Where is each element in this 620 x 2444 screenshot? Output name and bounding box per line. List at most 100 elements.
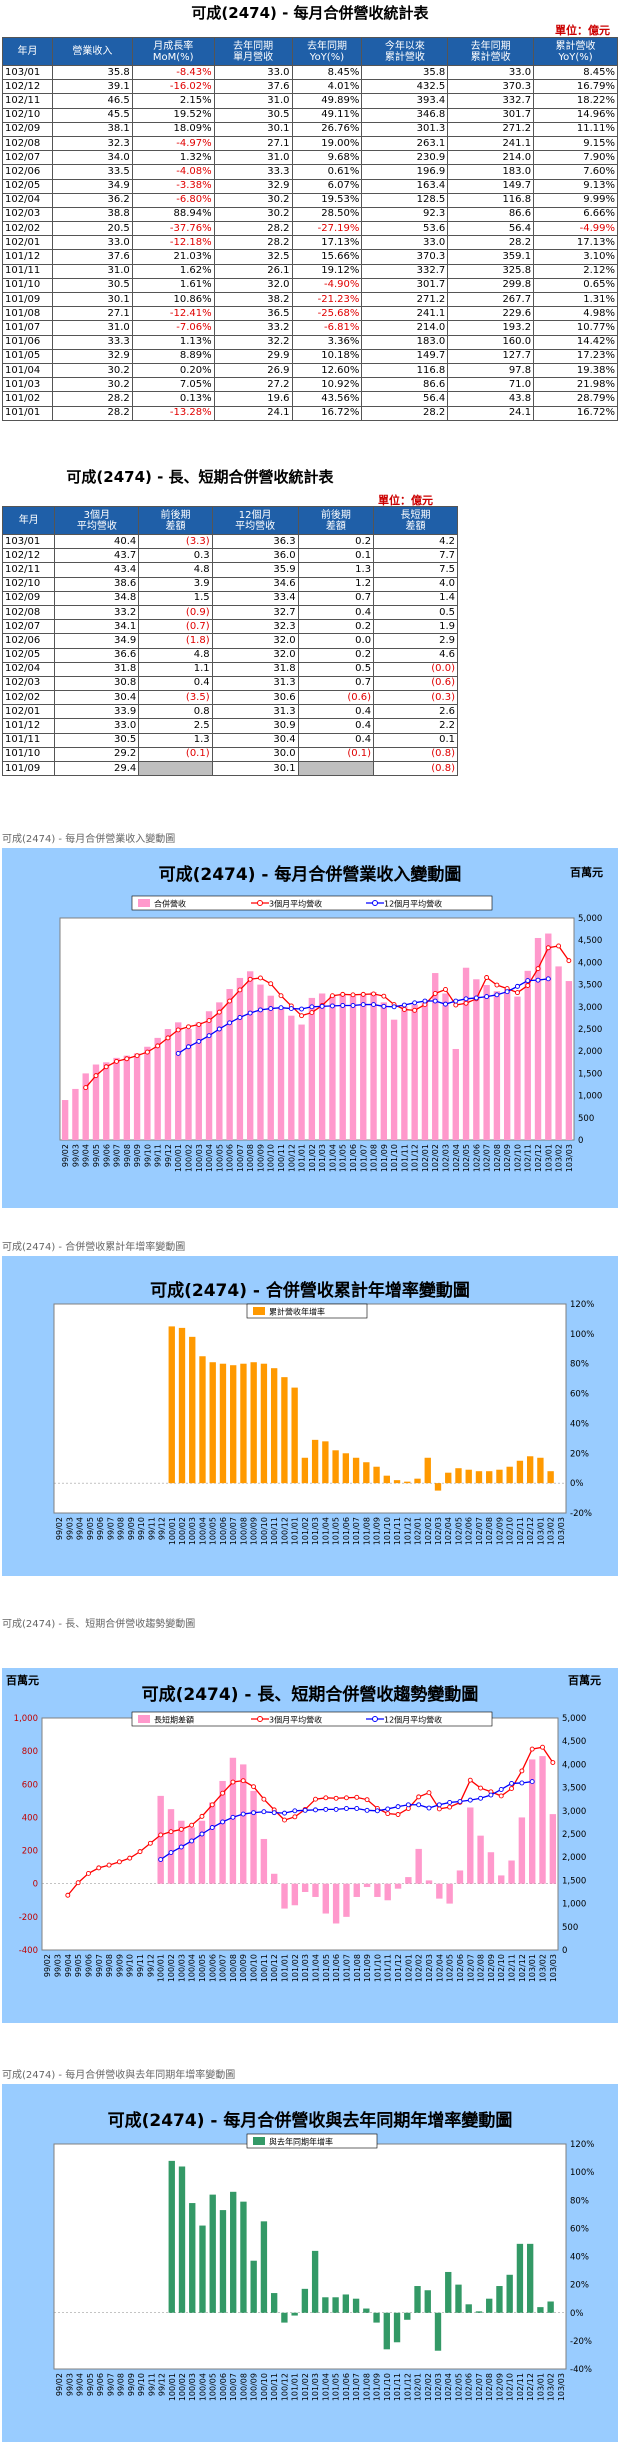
table2-cell (138, 760, 213, 777)
table1-header-3: 去年同期 單月營收 (213, 37, 293, 66)
table1-cell: 37.6 (51, 249, 133, 265)
table1-cell: 49.11% (291, 107, 363, 123)
table2-cell: 0.5 (373, 604, 458, 621)
table2-cell: 36.0 (211, 548, 299, 564)
table1-cell: 38.8 (51, 206, 133, 223)
chart4-panel: 與去年同期年增率 -40% -20% 0% 20% 40% 60% 80% 100% 120% 99… (2, 2084, 618, 2442)
ma12-point (519, 1780, 525, 1786)
table2-cell: 34.8 (54, 590, 140, 606)
x-tick-label: 100/10 (260, 1517, 269, 1545)
table1-header-1: 營業收入 (51, 37, 133, 66)
ma12-point (196, 1038, 202, 1044)
table1-cell: 33.2 (213, 320, 293, 336)
table1-cell: 30.2 (213, 192, 293, 208)
table1-cell: 370.3 (447, 79, 535, 95)
table1-cell: 14.42% (533, 334, 618, 350)
ma12-point (545, 976, 551, 982)
table1-cell: 26.1 (213, 263, 293, 279)
table2-cell: 36.6 (54, 647, 140, 663)
legend-swatch (138, 1715, 150, 1723)
ma12-point (463, 996, 469, 1002)
table2-cell: 4.8 (138, 647, 213, 663)
ma3-point (333, 1795, 339, 1801)
x-tick-label: 102/08 (485, 1517, 494, 1545)
table1-cell: 30.2 (51, 377, 133, 393)
table1-cell: 15.66% (291, 249, 363, 265)
table1-cell: 4.01% (291, 79, 363, 95)
plot-area (41, 1717, 559, 1951)
x-tick-label: 100/03 (177, 1954, 186, 1982)
table-row: 101/11 30.5 1.3 30.4 0.4 0.1 (1, 732, 458, 748)
table1-cell: 29.9 (213, 348, 293, 364)
ma12-point (385, 1806, 391, 1812)
x-tick-label: 100/09 (250, 2373, 259, 2401)
x-tick-label: 101/08 (362, 2373, 371, 2401)
table1-cell: -12.18% (131, 235, 215, 251)
chart3-title: 可成(2474) - 長、短期合併營收趨勢變動圖 (141, 1685, 479, 1705)
x-tick-label: 99/02 (55, 2373, 64, 2396)
table2-cell: 102/02 (1, 690, 56, 706)
x-tick-label: 103/03 (557, 2373, 566, 2401)
y-tick-label: 4,500 (578, 936, 602, 946)
table1-cell: 35.8 (51, 64, 133, 81)
y-tick-label: 1,500 (578, 1069, 602, 1079)
table1-header-7: 累計營收 YoY(%) (533, 37, 618, 66)
ma3-point (165, 1035, 171, 1041)
ma12-point (319, 1003, 325, 1009)
x-tick-label: 101/02 (301, 1517, 310, 1545)
bar (496, 1469, 503, 1484)
table2-cell: 31.3 (211, 675, 299, 692)
table1-cell: 196.9 (361, 164, 449, 180)
table2-cell: 103/01 (1, 533, 56, 550)
table1-cell: 101/03 (2, 377, 53, 393)
legend-label: 3個月平均營收 (269, 899, 322, 909)
table2-header-2: 前後期 差額 (138, 506, 213, 535)
ma12-point (288, 1006, 294, 1012)
x-tick-label: 99/05 (86, 2373, 95, 2396)
table2-cell: 29.2 (54, 746, 140, 763)
table1-header-6: 去年同期 累計營收 (447, 37, 535, 66)
ma3-point (237, 987, 243, 993)
ma12-point (240, 1811, 246, 1817)
legend-swatch (253, 1307, 265, 1315)
ma3-point (134, 1053, 140, 1059)
bar (133, 1053, 141, 1140)
table1-cell: 102/11 (2, 93, 53, 109)
y-tick-label: 0 (578, 1136, 583, 1146)
ma12-point (381, 1003, 387, 1009)
table1-cell: 102/05 (2, 178, 53, 194)
table-row: 102/02 30.4 (3.5) 30.6 (0.6) (0.3) (1, 690, 458, 706)
ma3-point (209, 1802, 215, 1808)
y2-tick-label: 3,500 (562, 1784, 586, 1794)
table-row: 102/10 45.5 19.52% 30.5 49.11% 346.8 301.7 14.9… (2, 107, 618, 123)
ma12-point (457, 1799, 463, 1804)
table1-cell: 241.1 (447, 135, 535, 152)
x-tick-label: 99/10 (143, 1144, 152, 1167)
table1-cell: 0.65% (533, 277, 618, 294)
table1-cell: 38.2 (213, 291, 293, 308)
x-tick-label: 102/06 (472, 1144, 481, 1172)
ma3-point (206, 1018, 212, 1024)
table1-header-0: 年月 (2, 37, 53, 66)
table2-cell: 43.7 (54, 548, 140, 564)
ma3-point (251, 1784, 257, 1790)
bar (301, 1457, 309, 1484)
ma12-point (278, 1005, 284, 1011)
x-tick-label: 100/10 (267, 1144, 276, 1172)
table1-cell: 101/09 (2, 291, 53, 308)
x-tick-label: 102/12 (534, 1144, 543, 1172)
ma12-point (261, 1809, 267, 1815)
bar (465, 2304, 472, 2313)
table1-cell: 128.5 (361, 192, 449, 208)
table2-cell: 0.1 (297, 548, 375, 564)
table1-cell: 101/08 (2, 306, 53, 322)
table2-cell: 30.8 (54, 675, 140, 692)
table1-cell: 31.0 (213, 93, 293, 109)
table2-cell: 2.6 (373, 704, 458, 720)
table2-cell: 1.4 (373, 590, 458, 606)
bar (260, 1363, 268, 1484)
legend-label: 12個月平均營收 (384, 1715, 442, 1725)
x-tick-label: 101/05 (332, 2373, 341, 2401)
ma3-point (258, 975, 263, 981)
bar (503, 989, 511, 1140)
